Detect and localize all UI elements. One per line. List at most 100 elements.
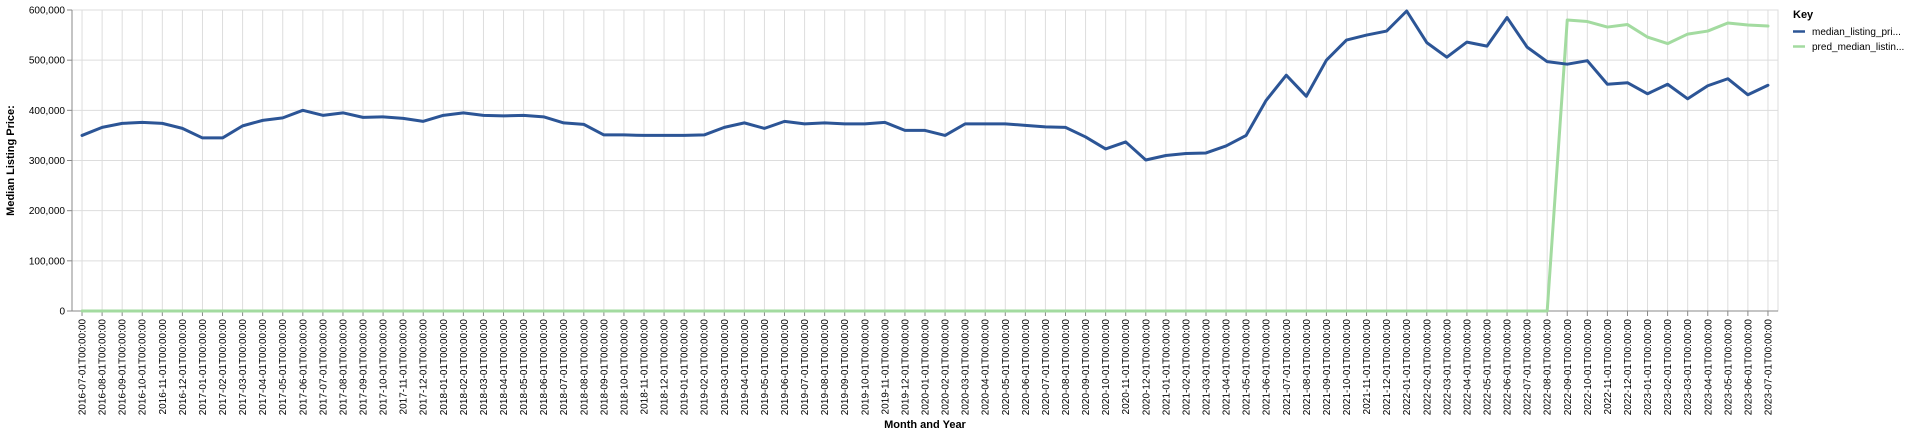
- x-tick-label: 2016-10-01T00:00:00: [138, 319, 149, 416]
- x-tick-label: 2021-04-01T00:00:00: [1222, 319, 1233, 416]
- x-tick-label: 2022-08-01T00:00:00: [1543, 319, 1554, 416]
- x-tick-label: 2021-10-01T00:00:00: [1342, 319, 1353, 416]
- y-tick-label: 300,000: [29, 156, 66, 167]
- x-tick-label: 2018-06-01T00:00:00: [539, 319, 550, 416]
- x-tick-label: 2020-10-01T00:00:00: [1101, 319, 1112, 416]
- x-tick-label: 2023-05-01T00:00:00: [1723, 319, 1734, 416]
- x-axis-title: Month and Year: [884, 419, 966, 431]
- x-tick-label: 2021-07-01T00:00:00: [1282, 319, 1293, 416]
- x-tick-label: 2017-02-01T00:00:00: [218, 319, 229, 416]
- x-tick-label: 2019-02-01T00:00:00: [700, 319, 711, 416]
- x-tick-label: 2019-03-01T00:00:00: [720, 319, 731, 416]
- x-tick-label: 2021-11-01T00:00:00: [1362, 319, 1373, 415]
- x-tick-label: 2019-12-01T00:00:00: [900, 319, 911, 416]
- x-tick-label: 2022-11-01T00:00:00: [1603, 319, 1614, 415]
- x-tick-label: 2019-09-01T00:00:00: [840, 319, 851, 416]
- x-tick-label: 2020-01-01T00:00:00: [921, 319, 932, 416]
- x-tick-label: 2017-06-01T00:00:00: [298, 319, 309, 416]
- x-tick-label: 2021-09-01T00:00:00: [1322, 319, 1333, 416]
- legend-title: Key: [1793, 9, 1814, 21]
- x-tick-label: 2020-04-01T00:00:00: [981, 319, 992, 416]
- x-tick-label: 2020-08-01T00:00:00: [1061, 319, 1072, 416]
- x-tick-label: 2021-05-01T00:00:00: [1242, 319, 1253, 416]
- x-tick-label: 2023-01-01T00:00:00: [1643, 319, 1654, 416]
- grid: [72, 9, 1778, 312]
- x-tick-label: 2020-03-01T00:00:00: [961, 319, 972, 416]
- x-tick-label: 2020-12-01T00:00:00: [1141, 319, 1152, 416]
- x-tick-label: 2019-11-01T00:00:00: [880, 319, 891, 415]
- x-tick-label: 2020-06-01T00:00:00: [1021, 319, 1032, 416]
- x-tick-label: 2023-04-01T00:00:00: [1703, 319, 1714, 416]
- x-tick-label: 2020-02-01T00:00:00: [941, 319, 952, 416]
- x-tick-label: 2020-09-01T00:00:00: [1081, 319, 1092, 416]
- x-tick-label: 2021-06-01T00:00:00: [1262, 319, 1273, 416]
- x-tick-label: 2021-02-01T00:00:00: [1181, 319, 1192, 416]
- series-line-1: [80, 18, 1770, 313]
- y-tick-label: 100,000: [29, 256, 66, 267]
- x-tick-label: 2023-03-01T00:00:00: [1683, 319, 1694, 416]
- x-tick-label: 2017-11-01T00:00:00: [399, 319, 410, 415]
- x-tick-label: 2016-09-01T00:00:00: [118, 319, 129, 416]
- x-tick-label: 2018-08-01T00:00:00: [579, 319, 590, 416]
- y-tick-label: 600,000: [29, 6, 66, 17]
- x-tick-label: 2018-09-01T00:00:00: [599, 319, 610, 416]
- series-line-0: [80, 9, 1770, 162]
- x-tick-label: 2017-01-01T00:00:00: [198, 319, 209, 416]
- x-tick-label: 2020-11-01T00:00:00: [1121, 319, 1132, 415]
- x-tick-label: 2022-04-01T00:00:00: [1462, 319, 1473, 416]
- x-tick-label: 2018-12-01T00:00:00: [660, 319, 671, 416]
- y-tick-label: 200,000: [29, 206, 66, 217]
- x-tick-label: 2016-11-01T00:00:00: [158, 319, 169, 415]
- x-tick-label: 2019-05-01T00:00:00: [760, 319, 771, 416]
- y-tick-label: 0: [59, 307, 65, 318]
- x-tick-label: 2018-01-01T00:00:00: [439, 319, 450, 416]
- legend-label: median_listing_pri...: [1812, 27, 1901, 38]
- x-tick-label: 2017-12-01T00:00:00: [419, 319, 430, 416]
- x-tick-label: 2022-07-01T00:00:00: [1523, 319, 1534, 416]
- x-tick-label: 2020-05-01T00:00:00: [1001, 319, 1012, 416]
- x-tick-label: 2023-06-01T00:00:00: [1743, 319, 1754, 416]
- x-tick-label: 2019-10-01T00:00:00: [860, 319, 871, 416]
- x-tick-label: 2017-05-01T00:00:00: [278, 319, 289, 416]
- x-tick-label: 2020-07-01T00:00:00: [1041, 319, 1052, 416]
- x-tick-label: 2023-07-01T00:00:00: [1763, 319, 1774, 416]
- x-tick-label: 2017-07-01T00:00:00: [318, 319, 329, 416]
- x-tick-label: 2016-07-01T00:00:00: [78, 319, 89, 416]
- x-tick-label: 2018-11-01T00:00:00: [640, 319, 651, 415]
- x-tick-label: 2016-12-01T00:00:00: [178, 319, 189, 416]
- x-tick-label: 2021-03-01T00:00:00: [1201, 319, 1212, 416]
- legend: Key median_listing_pri... pred_median_lis…: [1793, 9, 1904, 53]
- x-tick-label: 2022-09-01T00:00:00: [1563, 319, 1574, 416]
- x-tick-label: 2019-08-01T00:00:00: [820, 319, 831, 416]
- legend-label: pred_median_listin...: [1812, 42, 1904, 53]
- x-tick-label: 2022-05-01T00:00:00: [1482, 319, 1493, 416]
- x-tick-label: 2019-06-01T00:00:00: [780, 319, 791, 416]
- x-tick-label: 2021-01-01T00:00:00: [1161, 319, 1172, 416]
- y-tick-label: 400,000: [29, 106, 66, 117]
- x-tick-label: 2022-10-01T00:00:00: [1583, 319, 1594, 416]
- x-tick-label: 2022-03-01T00:00:00: [1442, 319, 1453, 416]
- x-tick-label: 2018-07-01T00:00:00: [559, 319, 570, 416]
- x-tick-label: 2019-04-01T00:00:00: [740, 319, 751, 416]
- x-tick-label: 2019-01-01T00:00:00: [680, 319, 691, 416]
- x-tick-label: 2022-01-01T00:00:00: [1402, 319, 1413, 416]
- x-tick-label: 2019-07-01T00:00:00: [800, 319, 811, 416]
- x-tick-label: 2021-12-01T00:00:00: [1382, 319, 1393, 416]
- x-tick-label: 2018-03-01T00:00:00: [479, 319, 490, 416]
- x-tick-label: 2017-04-01T00:00:00: [258, 319, 269, 416]
- x-tick-label: 2018-02-01T00:00:00: [459, 319, 470, 416]
- x-tick-label: 2017-08-01T00:00:00: [338, 319, 349, 416]
- x-tick-label: 2018-05-01T00:00:00: [519, 319, 530, 416]
- x-tick-label: 2018-10-01T00:00:00: [619, 319, 630, 416]
- x-axis: 2016-07-01T00:00:00 2016-08-01T00:00:00 20…: [72, 310, 1778, 416]
- x-tick-label: 2021-08-01T00:00:00: [1302, 319, 1313, 416]
- x-tick-label: 2016-08-01T00:00:00: [98, 319, 109, 416]
- y-axis: 0 100,000 200,000 300,000 400,000 500,000 600,…: [29, 6, 73, 318]
- x-tick-label: 2017-09-01T00:00:00: [359, 319, 370, 416]
- series-lines: [80, 9, 1770, 313]
- x-tick-label: 2022-02-01T00:00:00: [1422, 319, 1433, 416]
- y-tick-label: 500,000: [29, 56, 66, 67]
- x-tick-label: 2017-03-01T00:00:00: [238, 319, 249, 416]
- x-tick-label: 2022-12-01T00:00:00: [1623, 319, 1634, 416]
